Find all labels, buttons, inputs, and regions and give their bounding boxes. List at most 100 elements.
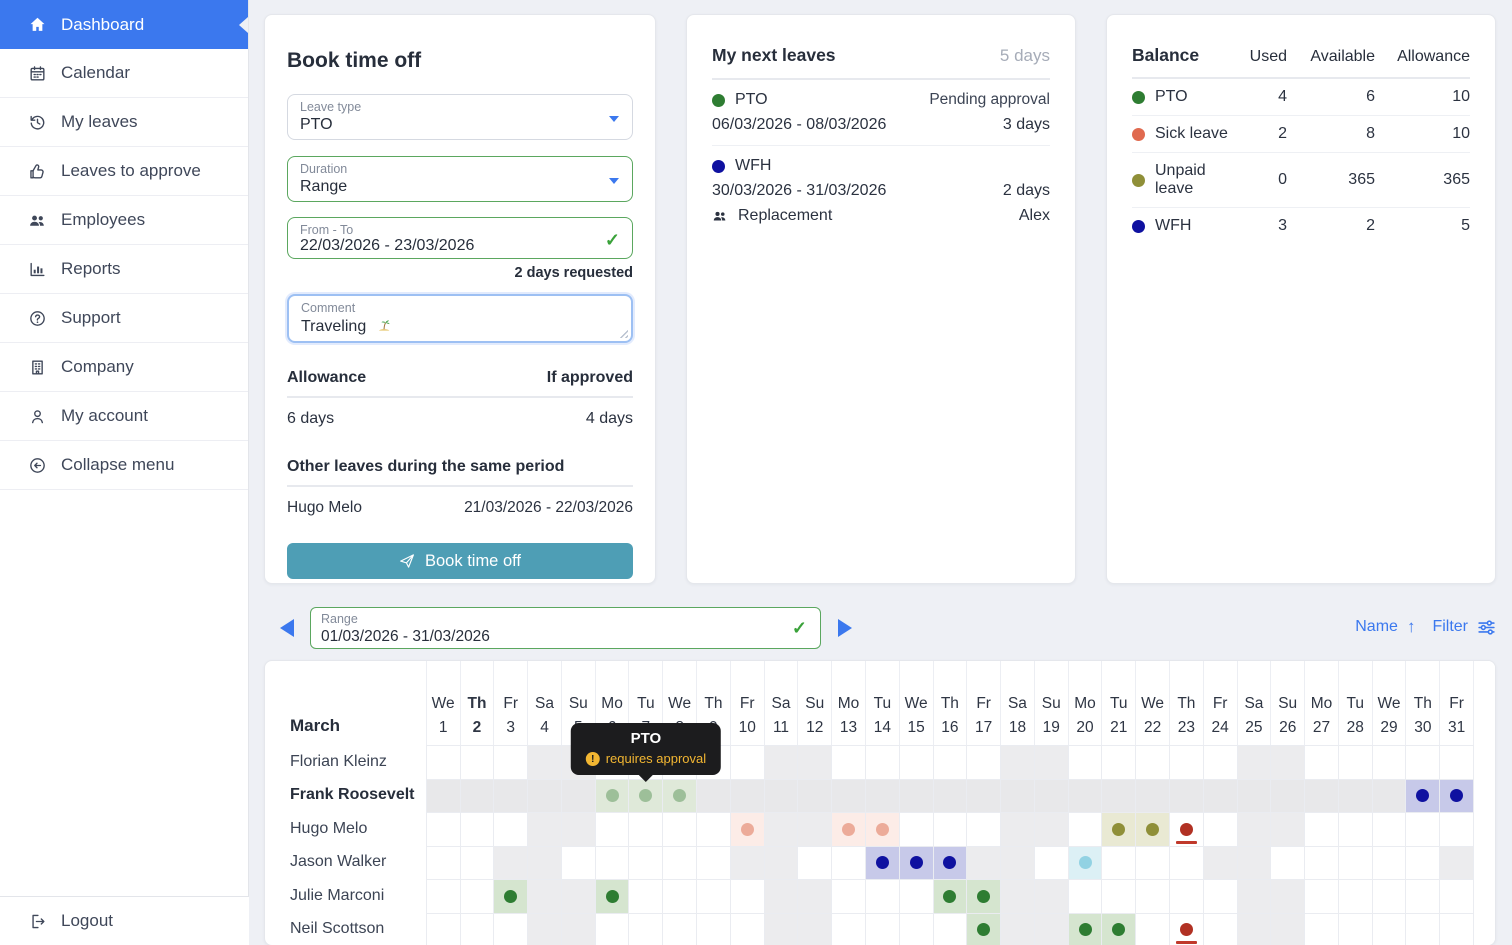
calendar-cell-julie-marconi-16[interactable]: [932, 879, 967, 913]
filter-button[interactable]: Filter: [1432, 618, 1468, 635]
calendar-cell-hugo-melo-3[interactable]: [493, 812, 528, 846]
calendar-cell-jason-walker-19[interactable]: [1033, 845, 1068, 879]
calendar-cell-frank-roosevelt-5[interactable]: [560, 778, 595, 812]
calendar-cell-julie-marconi-29[interactable]: [1371, 879, 1406, 913]
calendar-cell-neil-scottson-24[interactable]: [1202, 912, 1237, 945]
calendar-cell-neil-scottson-18[interactable]: [1000, 912, 1034, 945]
calendar-cell-julie-marconi-4[interactable]: [527, 879, 561, 913]
calendar-cell-hugo-melo-7[interactable]: [628, 812, 663, 846]
calendar-cell-jason-walker-24[interactable]: [1202, 845, 1237, 879]
calendar-cell-jason-walker-9[interactable]: [696, 845, 730, 879]
calendar-cell-florian-kleinz-30[interactable]: [1405, 745, 1440, 779]
calendar-cell-julie-marconi-18[interactable]: [1000, 879, 1034, 913]
sidebar-item-leaves-to-approve[interactable]: Leaves to approve: [0, 147, 248, 196]
sidebar-item-support[interactable]: Support: [0, 294, 248, 343]
calendar-cell-hugo-melo-14[interactable]: [864, 812, 899, 846]
filter-sliders-icon[interactable]: [1477, 618, 1496, 637]
calendar-cell-jason-walker-15[interactable]: [898, 845, 933, 879]
calendar-cell-hugo-melo-10[interactable]: [729, 812, 764, 846]
sidebar-item-employees[interactable]: Employees: [0, 196, 248, 245]
calendar-cell-neil-scottson-28[interactable]: [1337, 912, 1372, 945]
calendar-cell-frank-roosevelt-28[interactable]: [1337, 778, 1372, 812]
calendar-cell-neil-scottson-31[interactable]: [1439, 912, 1473, 945]
calendar-cell-neil-scottson-1[interactable]: [425, 912, 460, 945]
calendar-cell-jason-walker-12[interactable]: [797, 845, 832, 879]
sidebar-item-reports[interactable]: Reports: [0, 245, 248, 294]
calendar-cell-hugo-melo-13[interactable]: [831, 812, 865, 846]
calendar-cell-florian-kleinz-13[interactable]: [831, 745, 865, 779]
calendar-cell-frank-roosevelt-27[interactable]: [1304, 778, 1338, 812]
calendar-cell-hugo-melo-1[interactable]: [425, 812, 460, 846]
calendar-cell-julie-marconi-28[interactable]: [1337, 879, 1372, 913]
calendar-cell-frank-roosevelt-14[interactable]: [864, 778, 899, 812]
calendar-cell-florian-kleinz-25[interactable]: [1236, 745, 1271, 779]
sidebar-item-dashboard[interactable]: Dashboard: [0, 0, 248, 49]
calendar-cell-julie-marconi-1[interactable]: [425, 879, 460, 913]
calendar-cell-julie-marconi-25[interactable]: [1236, 879, 1271, 913]
calendar-cell-jason-walker-22[interactable]: [1135, 845, 1169, 879]
duration-select[interactable]: Duration Range: [287, 156, 633, 202]
calendar-cell-frank-roosevelt-11[interactable]: [763, 778, 798, 812]
calendar-cell-julie-marconi-11[interactable]: [763, 879, 798, 913]
calendar-cell-jason-walker-8[interactable]: [662, 845, 697, 879]
calendar-cell-hugo-melo-19[interactable]: [1033, 812, 1068, 846]
calendar-cell-jason-walker-25[interactable]: [1236, 845, 1271, 879]
calendar-cell-julie-marconi-2[interactable]: [459, 879, 494, 913]
calendar-cell-julie-marconi-24[interactable]: [1202, 879, 1237, 913]
calendar-cell-frank-roosevelt-9[interactable]: [696, 778, 730, 812]
calendar-cell-hugo-melo-30[interactable]: [1405, 812, 1440, 846]
calendar-cell-frank-roosevelt-21[interactable]: [1101, 778, 1136, 812]
calendar-cell-frank-roosevelt-20[interactable]: [1067, 778, 1102, 812]
calendar-cell-neil-scottson-16[interactable]: [932, 912, 967, 945]
calendar-cell-neil-scottson-30[interactable]: [1405, 912, 1440, 945]
calendar-cell-florian-kleinz-24[interactable]: [1202, 745, 1237, 779]
calendar-cell-florian-kleinz-11[interactable]: [763, 745, 798, 779]
calendar-cell-neil-scottson-23[interactable]: [1168, 912, 1203, 945]
calendar-cell-jason-walker-20[interactable]: [1067, 845, 1102, 879]
calendar-cell-hugo-melo-8[interactable]: [662, 812, 697, 846]
calendar-cell-neil-scottson-21[interactable]: [1101, 912, 1136, 945]
calendar-cell-hugo-melo-12[interactable]: [797, 812, 832, 846]
calendar-cell-neil-scottson-20[interactable]: [1067, 912, 1102, 945]
calendar-cell-hugo-melo-21[interactable]: [1101, 812, 1136, 846]
calendar-cell-florian-kleinz-27[interactable]: [1304, 745, 1338, 779]
calendar-cell-frank-roosevelt-23[interactable]: [1168, 778, 1203, 812]
calendar-cell-julie-marconi-21[interactable]: [1101, 879, 1136, 913]
calendar-cell-julie-marconi-5[interactable]: [560, 879, 595, 913]
calendar-cell-julie-marconi-14[interactable]: [864, 879, 899, 913]
calendar-cell-neil-scottson-10[interactable]: [729, 912, 764, 945]
calendar-cell-neil-scottson-11[interactable]: [763, 912, 798, 945]
calendar-range-input[interactable]: Range 01/03/2026 - 31/03/2026: [310, 607, 821, 649]
calendar-cell-hugo-melo-16[interactable]: [932, 812, 967, 846]
calendar-cell-jason-walker-18[interactable]: [1000, 845, 1034, 879]
calendar-cell-jason-walker-6[interactable]: [594, 845, 629, 879]
calendar-cell-julie-marconi-9[interactable]: [696, 879, 730, 913]
calendar-cell-florian-kleinz-21[interactable]: [1101, 745, 1136, 779]
calendar-cell-hugo-melo-9[interactable]: [696, 812, 730, 846]
calendar-cell-julie-marconi-13[interactable]: [831, 879, 865, 913]
calendar-cell-florian-kleinz-28[interactable]: [1337, 745, 1372, 779]
calendar-cell-florian-kleinz-16[interactable]: [932, 745, 967, 779]
calendar-cell-julie-marconi-8[interactable]: [662, 879, 697, 913]
calendar-cell-frank-roosevelt-16[interactable]: [932, 778, 967, 812]
calendar-cell-jason-walker-21[interactable]: [1101, 845, 1136, 879]
calendar-cell-florian-kleinz-23[interactable]: [1168, 745, 1203, 779]
calendar-cell-frank-roosevelt-22[interactable]: [1135, 778, 1169, 812]
calendar-cell-florian-kleinz-3[interactable]: [493, 745, 528, 779]
calendar-cell-julie-marconi-3[interactable]: [493, 879, 528, 913]
calendar-cell-jason-walker-31[interactable]: [1439, 845, 1473, 879]
calendar-cell-julie-marconi-23[interactable]: [1168, 879, 1203, 913]
calendar-cell-florian-kleinz-22[interactable]: [1135, 745, 1169, 779]
sidebar-item-calendar[interactable]: Calendar: [0, 49, 248, 98]
calendar-cell-jason-walker-3[interactable]: [493, 845, 528, 879]
calendar-cell-frank-roosevelt-6[interactable]: [594, 778, 629, 812]
calendar-cell-hugo-melo-11[interactable]: [763, 812, 798, 846]
calendar-cell-florian-kleinz-19[interactable]: [1033, 745, 1068, 779]
calendar-cell-frank-roosevelt-30[interactable]: [1405, 778, 1440, 812]
calendar-cell-julie-marconi-30[interactable]: [1405, 879, 1440, 913]
calendar-cell-florian-kleinz-4[interactable]: [527, 745, 561, 779]
calendar-cell-florian-kleinz-31[interactable]: [1439, 745, 1473, 779]
calendar-cell-hugo-melo-27[interactable]: [1304, 812, 1338, 846]
calendar-cell-jason-walker-23[interactable]: [1168, 845, 1203, 879]
calendar-cell-florian-kleinz-2[interactable]: [459, 745, 494, 779]
